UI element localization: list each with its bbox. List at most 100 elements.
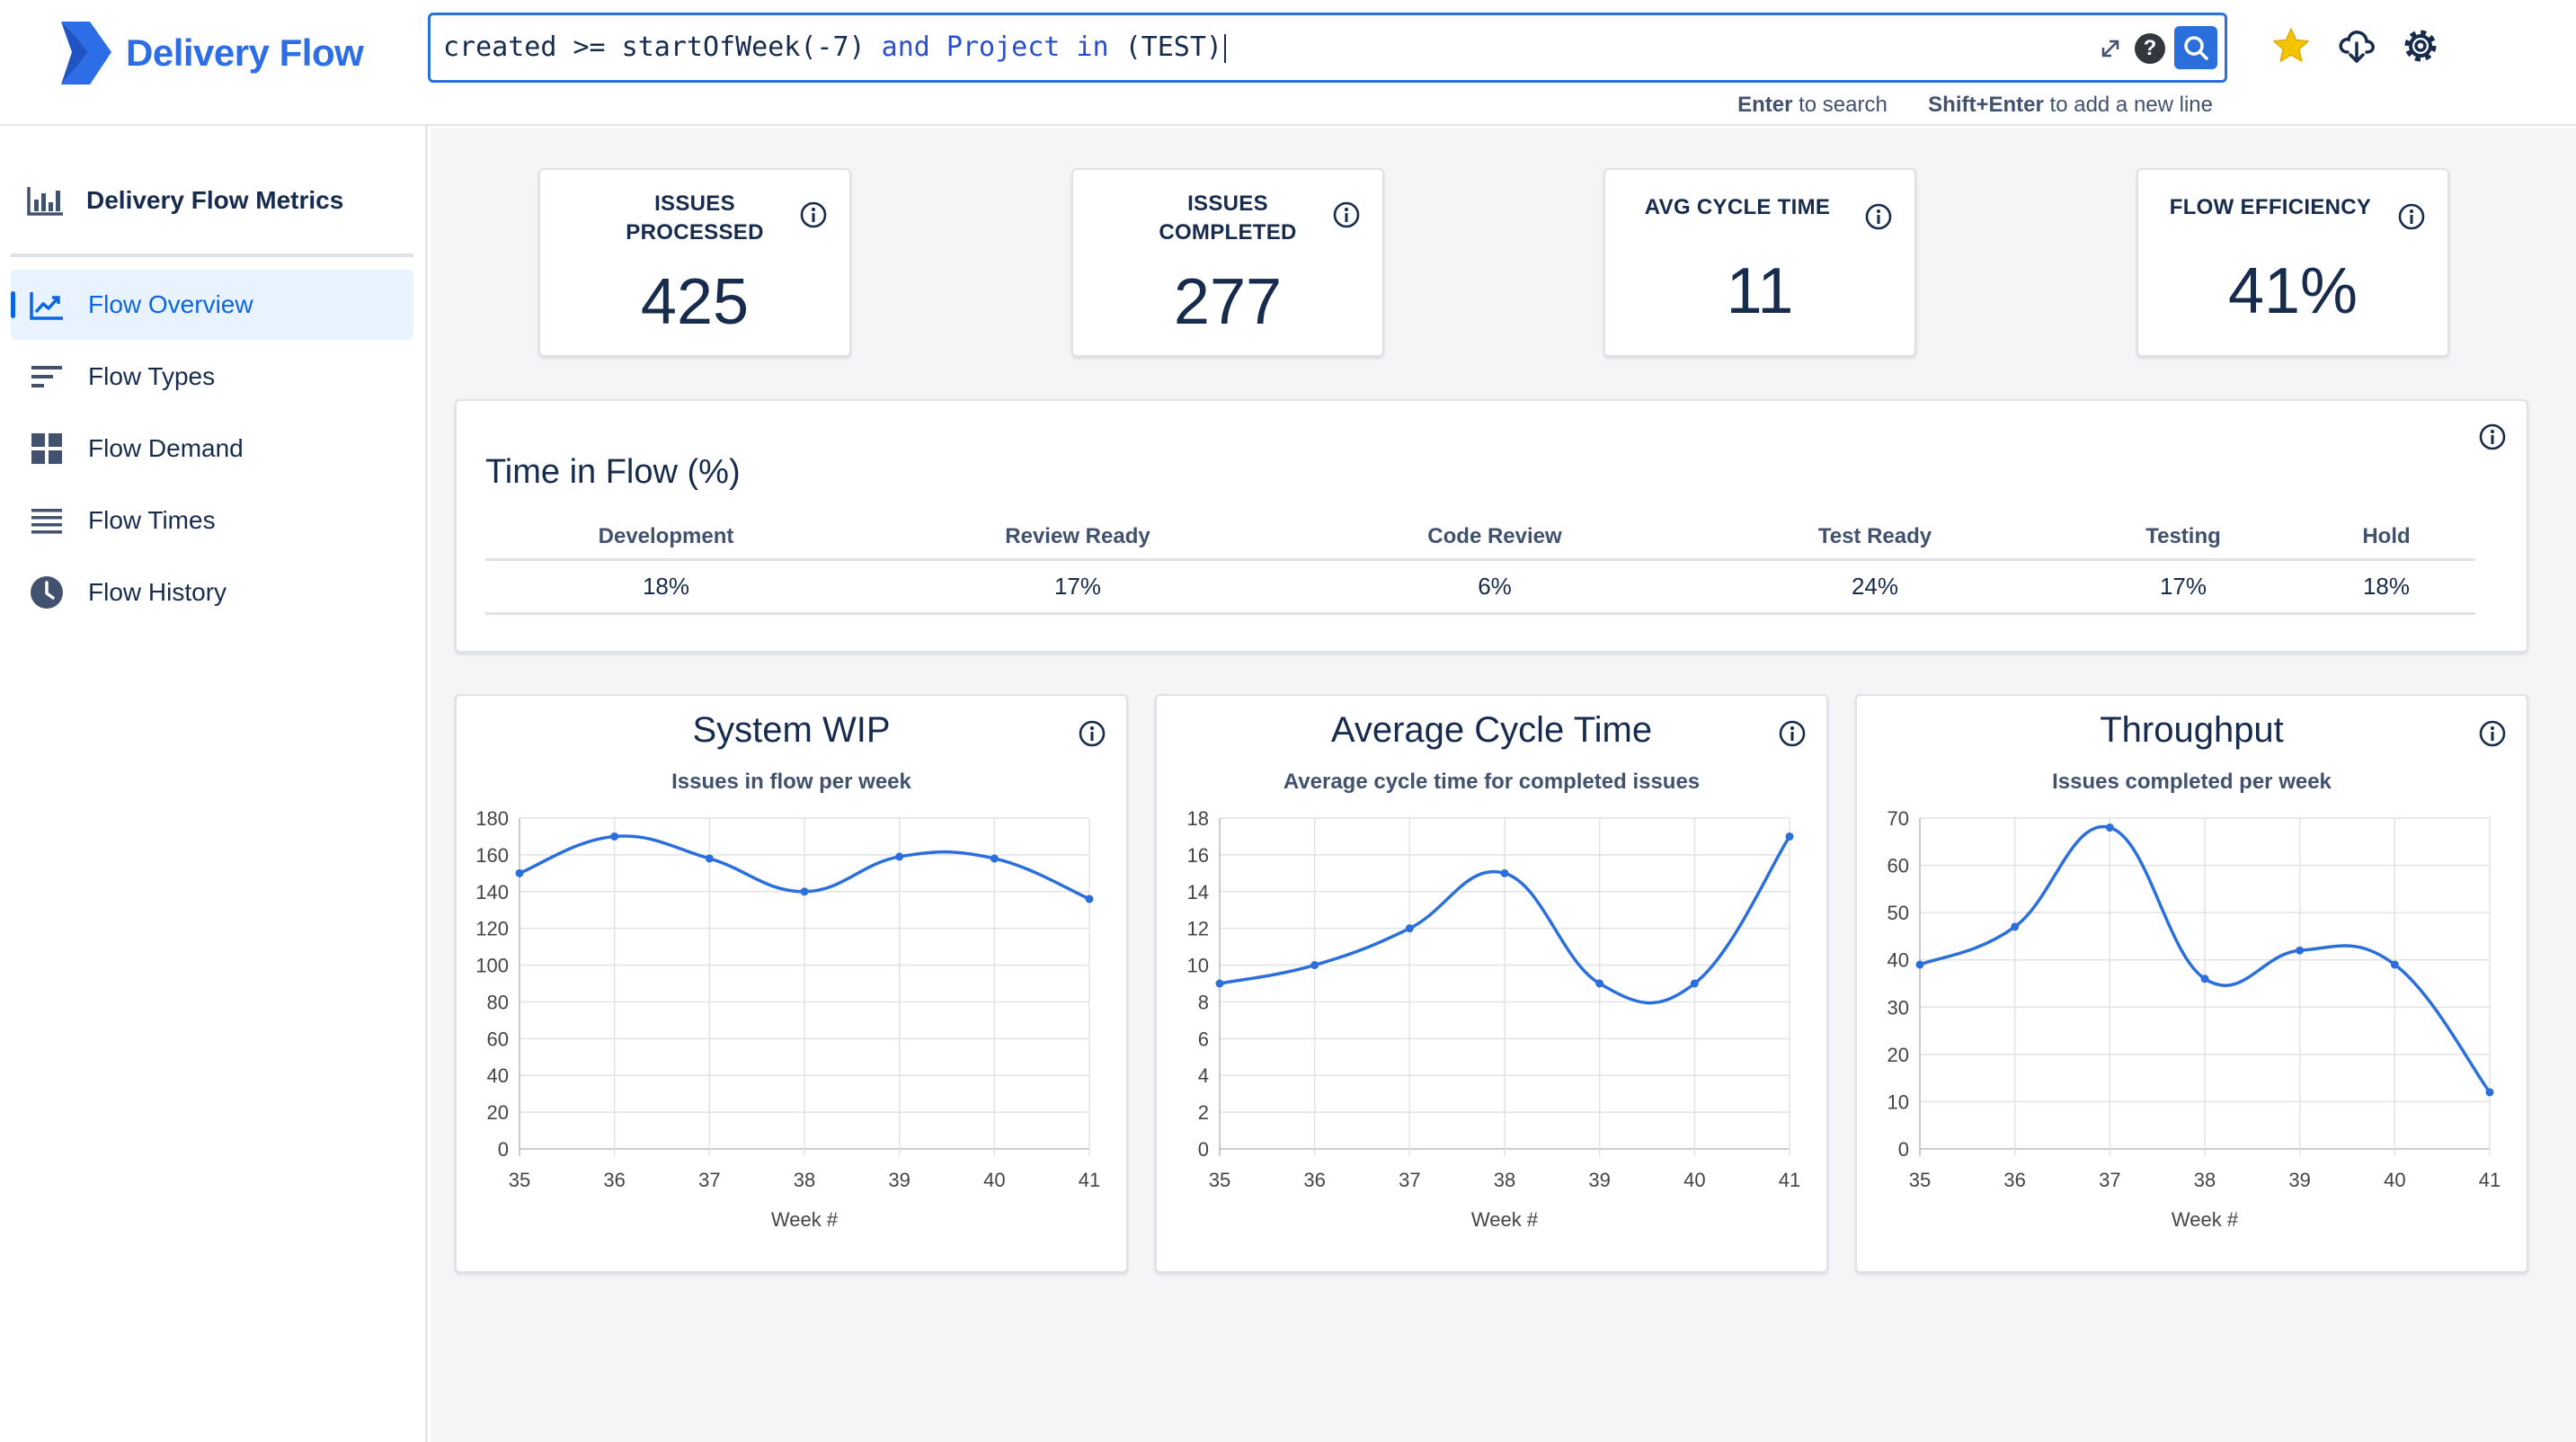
- table-row: 18% 17% 6% 24% 17% 18%: [485, 559, 2475, 615]
- main-content: ISSUES PROCESSED 425 ISSUES COMPLETED 27…: [431, 128, 2576, 1442]
- x-axis-label: Week #: [771, 1208, 839, 1231]
- sidebar-item-label: Flow Overview: [88, 290, 253, 318]
- sidebar-item-flow-times[interactable]: Flow Times: [11, 485, 413, 556]
- x-tick-label: 35: [1209, 1169, 1230, 1191]
- kpi-label-row: ISSUES PROCESSED: [558, 190, 831, 247]
- app-logo[interactable]: Delivery Flow: [56, 18, 364, 88]
- y-tick-label: 100: [475, 955, 509, 977]
- search-button[interactable]: [2174, 26, 2217, 69]
- query-input[interactable]: created >= startOfWeek(-7) and Project i…: [428, 13, 2227, 83]
- hint-enter-text: to search: [1799, 93, 1888, 117]
- sidebar-item-flow-history[interactable]: Flow History: [11, 557, 413, 628]
- data-point: [895, 852, 904, 861]
- y-tick-label: 30: [1888, 996, 1909, 1019]
- chart-title: Throughput: [2100, 710, 2284, 750]
- throughput-chart-panel: Throughput Issues completed per week 0 10…: [1855, 694, 2528, 1273]
- info-icon[interactable]: [1864, 202, 1893, 231]
- series-line: [1219, 835, 1791, 1005]
- expand-icon[interactable]: [2097, 35, 2124, 62]
- y-tick-label: 8: [1198, 991, 1209, 1013]
- time-in-flow-table: Development Review Ready Code Review Tes…: [485, 516, 2475, 615]
- x-tick-label: 36: [2003, 1169, 2025, 1191]
- x-tick-label: 38: [1494, 1169, 1515, 1191]
- kpi-label: ISSUES COMPLETED: [1159, 191, 1297, 245]
- delivery-flow-logo-icon: [61, 22, 111, 85]
- data-point: [1785, 832, 1794, 841]
- data-point: [1595, 979, 1604, 988]
- query-token: [930, 31, 946, 63]
- data-point: [1310, 961, 1319, 970]
- sidebar-item-flow-demand[interactable]: Flow Demand: [11, 414, 413, 484]
- x-tick-label: 41: [1079, 1169, 1100, 1191]
- x-tick-label: 40: [2384, 1169, 2405, 1191]
- sidebar-item-flow-overview[interactable]: Flow Overview: [11, 270, 413, 340]
- info-icon[interactable]: [2478, 423, 2507, 451]
- sidebar-title-text: Delivery Flow Metrics: [86, 186, 344, 214]
- y-tick-label: 20: [487, 1101, 509, 1124]
- info-icon[interactable]: [2478, 719, 2507, 748]
- column-header: Test Ready: [1681, 516, 2069, 561]
- info-icon[interactable]: [2397, 202, 2426, 231]
- gear-icon[interactable]: [2400, 25, 2441, 67]
- table-header-row: Development Review Ready Code Review Tes…: [485, 516, 2475, 561]
- x-tick-label: 40: [1683, 1169, 1705, 1191]
- sidebar-item-flow-types[interactable]: Flow Types: [11, 342, 413, 412]
- query-text[interactable]: created >= startOfWeek(-7) and Project i…: [443, 31, 1226, 63]
- search-icon: [2184, 36, 2208, 60]
- data-point: [2105, 823, 2114, 832]
- time-in-flow-title: Time in Flow (%): [485, 453, 741, 491]
- column-header: Development: [485, 516, 847, 561]
- data-point: [1915, 960, 1924, 969]
- data-point: [1215, 979, 1224, 988]
- table-cell: 24%: [1681, 559, 2069, 615]
- y-tick-label: 140: [475, 881, 509, 903]
- sidebar-divider: [11, 254, 413, 257]
- table-cell: 18%: [2297, 559, 2475, 615]
- x-tick-label: 37: [1399, 1169, 1420, 1191]
- kpi-label-row: AVG CYCLE TIME: [1623, 193, 1852, 222]
- y-tick-label: 180: [475, 807, 509, 830]
- table-cell: 6%: [1309, 559, 1681, 615]
- sidebar-title: Delivery Flow Metrics: [27, 185, 343, 216]
- y-tick-label: 120: [475, 918, 509, 940]
- kpi-issues-completed: ISSUES COMPLETED 277: [1071, 168, 1384, 357]
- query-keyword: and: [881, 31, 930, 63]
- chart-title: Average Cycle Time: [1330, 710, 1653, 750]
- header: Delivery Flow created >= startOfWeek(-7)…: [0, 0, 2576, 126]
- x-tick-label: 39: [1588, 1169, 1610, 1191]
- table-cell: 17%: [2069, 559, 2297, 615]
- info-icon[interactable]: [1078, 719, 1106, 748]
- column-header: Hold: [2297, 516, 2475, 561]
- y-tick-label: 12: [1187, 918, 1209, 940]
- sidebar-item-label: Flow Times: [88, 506, 216, 534]
- y-tick-label: 18: [1187, 807, 1209, 830]
- star-icon[interactable]: [2270, 25, 2312, 67]
- y-tick-label: 14: [1187, 881, 1209, 903]
- y-tick-label: 40: [1888, 949, 1909, 972]
- info-icon[interactable]: [1778, 719, 1807, 748]
- kpi-label: FLOW EFFICIENCY: [2169, 195, 2372, 219]
- help-button[interactable]: ?: [2135, 33, 2165, 64]
- x-axis-label: Week #: [2172, 1208, 2239, 1231]
- kpi-label: AVG CYCLE TIME: [1644, 195, 1831, 219]
- x-tick-label: 37: [2099, 1169, 2120, 1191]
- bar-chart-icon: [27, 187, 63, 216]
- query-keyword: in: [1076, 31, 1109, 63]
- column-header: Code Review: [1309, 516, 1681, 561]
- cloud-download-icon[interactable]: [2336, 25, 2377, 67]
- chart-subtitle: Issues completed per week: [2052, 770, 2332, 794]
- x-axis-label: Week #: [1471, 1208, 1539, 1231]
- kpi-label: ISSUES PROCESSED: [626, 191, 764, 245]
- query-keyword: Project: [946, 31, 1061, 63]
- x-tick-label: 36: [603, 1169, 625, 1191]
- x-tick-label: 35: [1909, 1169, 1931, 1191]
- info-icon[interactable]: [1332, 200, 1361, 229]
- y-tick-label: 20: [1888, 1044, 1909, 1066]
- info-icon[interactable]: [799, 200, 828, 229]
- y-tick-label: 2: [1198, 1101, 1209, 1124]
- y-tick-label: 60: [487, 1028, 509, 1050]
- hint-enter-key: Enter: [1737, 93, 1793, 117]
- hint-shift-text: to add a new line: [2049, 93, 2213, 117]
- grid-icon: [31, 433, 62, 464]
- x-tick-label: 41: [2479, 1169, 2500, 1191]
